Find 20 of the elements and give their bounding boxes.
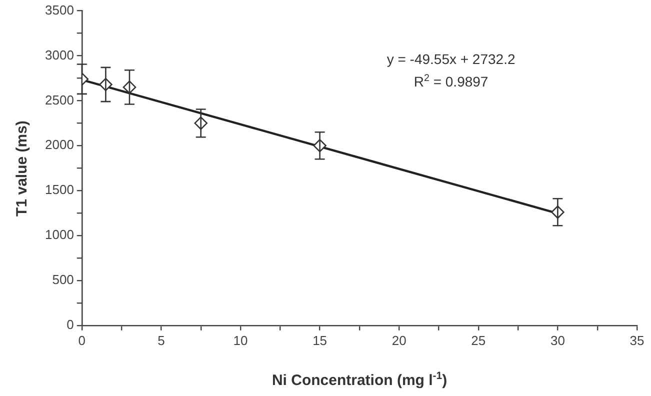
y-tick-label: 1000 — [45, 227, 74, 242]
x-tick-label: 15 — [312, 332, 328, 348]
y-axis-title: T1 value (ms) — [13, 120, 30, 216]
x-axis-title: Ni Concentration (mg l$^{-1}$) — [272, 370, 448, 389]
x-tick-label: 0 — [78, 332, 86, 348]
x-tick-label: 25 — [471, 332, 486, 348]
y-tick-label: 0 — [66, 316, 74, 332]
annotation: R$^{2}$ = 0.9897 — [414, 72, 488, 90]
x-tick-label: 10 — [233, 332, 248, 348]
y-tick-label: 3000 — [45, 47, 74, 62]
y-tick-label: 1500 — [45, 182, 74, 198]
y-tick-label: 500 — [52, 272, 74, 288]
x-tick-label: 35 — [630, 332, 644, 348]
x-tick-label: 5 — [158, 332, 165, 348]
y-tick-label: 3500 — [45, 2, 74, 18]
x-tick-label: 30 — [550, 332, 565, 348]
x-tick-label: 20 — [392, 332, 406, 348]
y-tick-label: 2000 — [45, 137, 74, 152]
annotation: y = -49.55x + 2732.2 — [386, 50, 516, 67]
y-tick-label: 2500 — [45, 92, 74, 108]
